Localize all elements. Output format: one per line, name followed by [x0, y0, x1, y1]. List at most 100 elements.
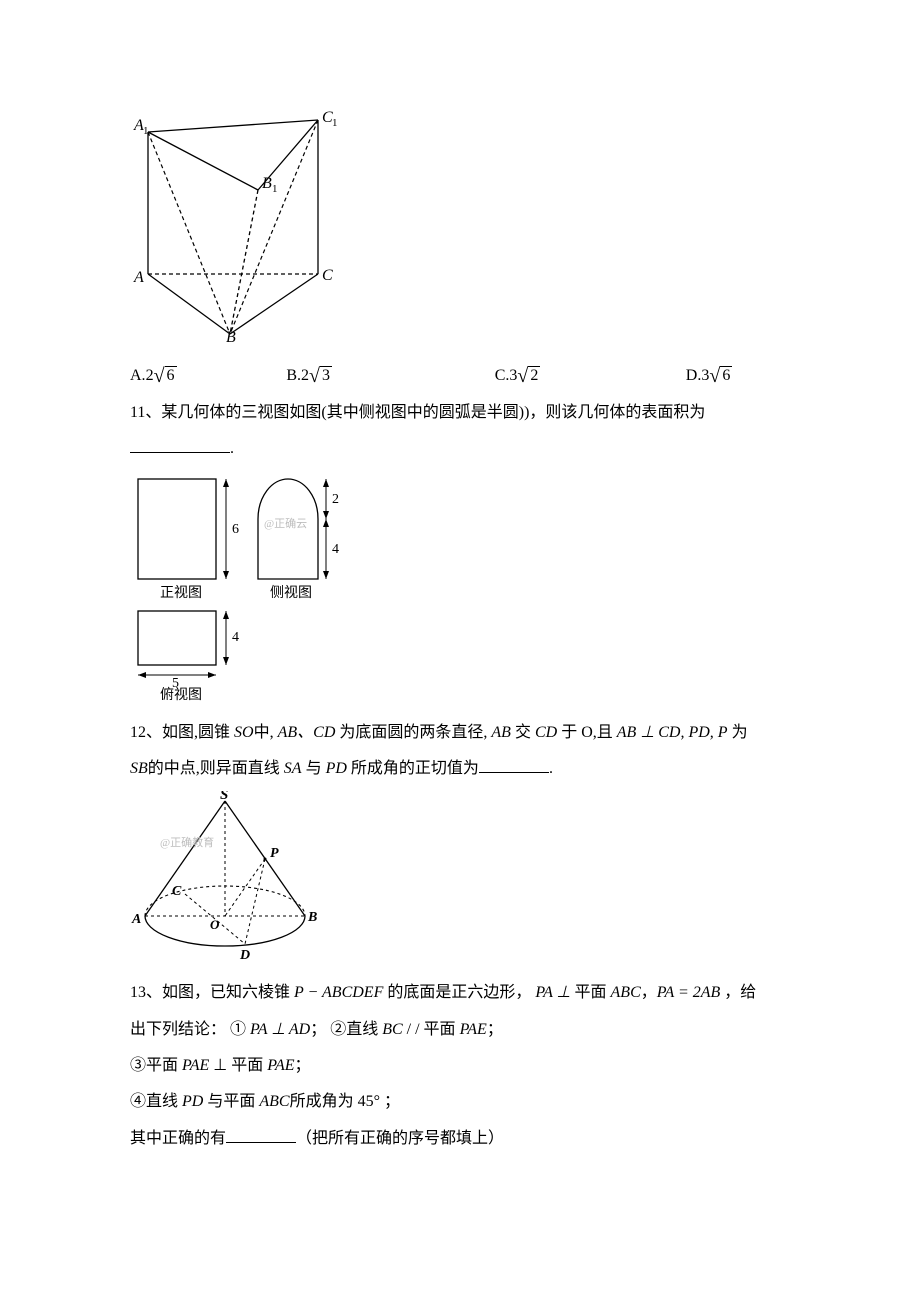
q12-line1: 12、如图,圆锥 SO中, AB、CD 为底面圆的两条直径, AB 交 CD 于… — [130, 718, 790, 748]
q13-tc: ，给 — [720, 984, 756, 1001]
q12-t3: 为底面圆的两条直径, — [335, 724, 491, 741]
dim-6: 6 — [232, 522, 239, 537]
top-label: 俯视图 — [160, 687, 202, 701]
q12-t6: 为 — [728, 724, 748, 741]
q12-ABCD: AB、CD — [278, 724, 336, 741]
coef: 3 — [509, 361, 517, 391]
watermark-text: @正确云 — [264, 517, 307, 530]
q13-line1: 13、如图，已知六棱锥 P − ABCDEF 的底面是正六边形， PA ⊥ 平面… — [130, 978, 790, 1008]
label-B: B — [226, 329, 236, 344]
q13-line5: 其中正确的有 （把所有正确的序号都填上） — [130, 1124, 790, 1154]
radicand: 3 — [320, 366, 332, 385]
q13-s2b: / / 平面 — [403, 1021, 460, 1038]
q13-sep3: ； — [295, 1057, 311, 1074]
q12-t5: 于 O,且 — [557, 724, 617, 741]
svg-text:1: 1 — [332, 117, 338, 129]
q12-AB: AB — [491, 724, 511, 741]
q11-body: 某几何体的三视图如图(其中侧视图中的圆弧是半圆))，则该几何体的表面积为 — [161, 404, 705, 421]
option-prefix: D. — [686, 361, 702, 391]
q11-blank-line: . — [130, 434, 790, 464]
q13-l5: 其中正确的有 — [130, 1130, 226, 1147]
radicand: 6 — [720, 366, 732, 385]
q13-l4a: ④直线 — [130, 1093, 182, 1110]
radicand: 6 — [165, 366, 177, 385]
q13-s4a: PD — [182, 1093, 203, 1110]
dim-2: 2 — [332, 492, 339, 507]
q13-s4c: ABC — [259, 1093, 289, 1110]
q12-t4: 交 — [511, 724, 535, 741]
q13-ta: 如图，已知六棱锥 — [162, 984, 294, 1001]
q11-answer-blank — [130, 438, 230, 453]
q12-SB: SB — [130, 760, 148, 777]
svg-text:1: 1 — [143, 125, 149, 137]
q12-period: . — [549, 760, 553, 777]
q13-s4d: 所成角为 — [290, 1093, 358, 1110]
q13-s3a: PAE — [182, 1057, 209, 1074]
q13-plane: 平面 — [575, 984, 611, 1001]
q13-s2a: BC — [382, 1021, 402, 1038]
q12-l2d: 所成角的正切值为 — [347, 760, 479, 777]
option-prefix: A. — [130, 361, 146, 391]
q13-number: 13、 — [130, 984, 162, 1001]
svg-text:1: 1 — [272, 183, 278, 195]
q13-comma: ， — [641, 984, 657, 1001]
q13-pyr: P − ABCDEF — [294, 984, 383, 1001]
q12-watermark: @正确教育 — [160, 835, 214, 849]
dim-4: 4 — [332, 542, 339, 557]
coef: 3 — [701, 361, 709, 391]
label-Oo: O — [210, 917, 220, 932]
q13-answer-blank — [226, 1127, 296, 1142]
q13-s4b: 与平面 — [203, 1093, 259, 1110]
label-Dd: D — [239, 948, 250, 961]
label-Cc: C — [172, 884, 182, 899]
q12-figure: @正确教育 S P A B C D O — [130, 791, 790, 972]
q11-text: 11、某几何体的三视图如图(其中侧视图中的圆弧是半圆))，则该几何体的表面积为 — [130, 398, 790, 428]
label-B1: B — [262, 175, 272, 192]
q12-CD: CD — [535, 724, 557, 741]
label-S: S — [220, 791, 228, 803]
coef: 2 — [146, 361, 154, 391]
label-C: C — [322, 267, 333, 284]
q11-figure: 6 正视图 @正确云 2 4 侧视图 4 — [130, 471, 790, 712]
q12-l2c: 与 — [302, 760, 326, 777]
q13-s1: PA ⊥ AD — [250, 1021, 310, 1038]
q13-l2: 出下列结论： ① — [130, 1021, 250, 1038]
q11-number: 11、 — [130, 404, 161, 421]
q10-option-C: C. 3 √ 2 — [495, 361, 686, 391]
q13-line2: 出下列结论： ① PA ⊥ AD； ②直线 BC / / 平面 PAE； — [130, 1015, 790, 1045]
coef: 2 — [301, 361, 309, 391]
q13-l5b: （把所有正确的序号都填上） — [296, 1130, 504, 1147]
q12-l2b: 的中点,则异面直线 — [148, 760, 284, 777]
front-label: 正视图 — [160, 585, 202, 601]
q13-tb: 的底面是正六边形， — [383, 984, 535, 1001]
q13-perp1: PA ⊥ — [535, 984, 574, 1001]
q12-line2: SB的中点,则异面直线 SA 与 PD 所成角的正切值为. — [130, 754, 790, 784]
dim-top-4: 4 — [232, 630, 239, 645]
q13-l3a: ③平面 — [130, 1057, 182, 1074]
label-A: A — [133, 269, 144, 286]
option-prefix: B. — [286, 361, 301, 391]
radicand: 2 — [528, 366, 540, 385]
q13-s3c: PAE — [267, 1057, 294, 1074]
q12-SA: SA — [284, 760, 302, 777]
q13-eq: PA = 2AB — [657, 984, 721, 1001]
q13-s3b: ⊥ 平面 — [209, 1057, 267, 1074]
q10-options: A. 2 √ 6 B. 2 √ 3 C. 3 √ 2 D. — [130, 361, 790, 391]
label-P: P — [270, 846, 279, 861]
q13-sep4: ； — [380, 1093, 400, 1110]
q10-figure: A 1 C 1 B 1 A C B — [130, 104, 790, 355]
q13-line3: ③平面 PAE ⊥ 平面 PAE； — [130, 1051, 790, 1081]
q12-SO: SO — [234, 724, 254, 741]
q13-sep2: ； — [487, 1021, 503, 1038]
q13-s2c: PAE — [460, 1021, 487, 1038]
label-Aa: A — [131, 912, 141, 927]
q12-number: 12、 — [130, 724, 162, 741]
q10-option-A: A. 2 √ 6 — [130, 361, 286, 391]
q13-angle: 45° — [358, 1093, 380, 1110]
q12-t2: 中, — [254, 724, 278, 741]
q13-line4: ④直线 PD 与平面 ABC所成角为 45° ； — [130, 1087, 790, 1117]
q12-perp: AB ⊥ CD, PD, P — [617, 724, 728, 741]
side-label: 侧视图 — [270, 585, 312, 601]
q12-answer-blank — [479, 758, 549, 773]
option-prefix: C. — [495, 361, 510, 391]
